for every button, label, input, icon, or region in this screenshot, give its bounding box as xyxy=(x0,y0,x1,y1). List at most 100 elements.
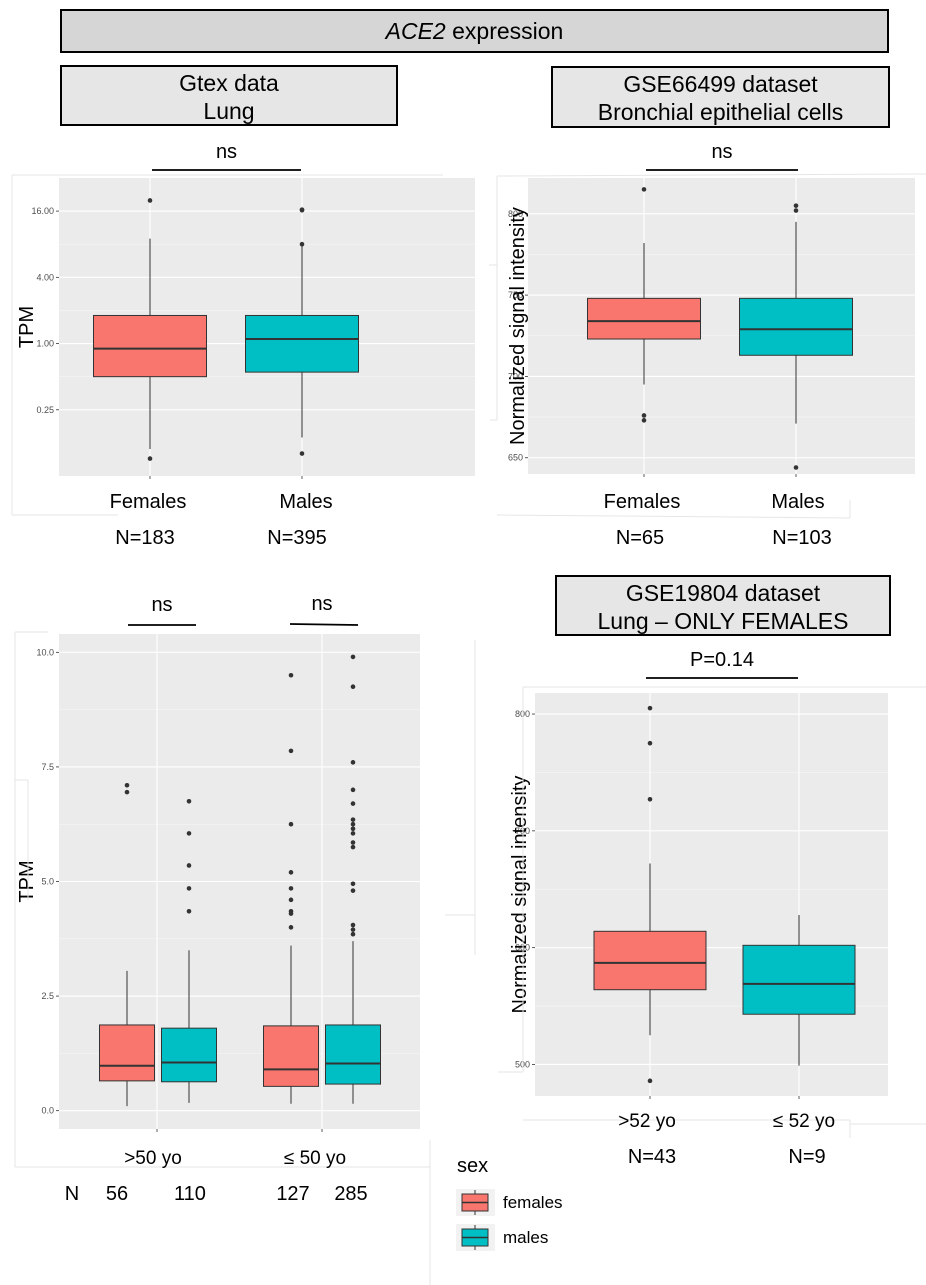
outlier-point xyxy=(641,418,647,423)
outlier-point xyxy=(647,705,653,711)
outlier-point xyxy=(647,796,653,802)
panel-a-header-line1: Gtex data xyxy=(179,70,279,96)
figure-title: ACE2 expression xyxy=(60,9,889,53)
outlier-point xyxy=(124,782,130,788)
outlier-point xyxy=(186,831,192,836)
n-label-c: 127 xyxy=(276,1183,309,1205)
outlier-point xyxy=(793,203,799,208)
n-label-under52: N=9 xyxy=(788,1146,825,1168)
title-rest: expression xyxy=(445,18,564,44)
y-tick-label: 700 xyxy=(515,826,530,836)
outlier-point xyxy=(350,684,356,690)
panel-d-header-line1: GSE19804 dataset xyxy=(625,580,821,606)
outlier-point xyxy=(350,787,356,793)
y-tick-label: 0.25 xyxy=(36,405,54,415)
outlier-point xyxy=(288,897,294,903)
sig-c1-label: ns xyxy=(151,594,172,616)
x-label-over50: >50 yo xyxy=(124,1148,182,1169)
n-label-c: 285 xyxy=(334,1183,367,1205)
outlier-point xyxy=(147,198,153,203)
outlier-point xyxy=(350,881,356,887)
outlier-point xyxy=(288,821,294,827)
outlier-point xyxy=(350,927,356,932)
y-tick-label: 2.5 xyxy=(41,991,54,1001)
outlier-point xyxy=(124,789,130,795)
box xyxy=(99,1024,155,1082)
n-label-males-b: N=103 xyxy=(772,527,832,549)
y-axis-label: TPM xyxy=(16,860,38,902)
box xyxy=(161,1027,217,1083)
y-tick-label: 700 xyxy=(508,371,523,381)
outlier-point xyxy=(299,451,305,456)
box xyxy=(593,930,707,991)
outlier-point xyxy=(186,908,192,914)
frame-line xyxy=(496,173,926,177)
outlier-point xyxy=(350,840,356,845)
y-tick-label: 5.0 xyxy=(41,877,54,887)
outlier-point xyxy=(350,654,356,660)
y-tick-label: 800 xyxy=(508,209,523,219)
box xyxy=(93,314,207,378)
outlier-point xyxy=(793,465,799,470)
panel-a-header: Gtex data Lung xyxy=(60,65,398,126)
box xyxy=(739,297,853,356)
y-tick-label: 750 xyxy=(508,290,523,300)
sig-a-label: ns xyxy=(216,141,237,163)
n-label-c: 110 xyxy=(174,1183,206,1205)
panel-a-header-line2: Lung xyxy=(203,98,255,124)
outlier-point xyxy=(186,863,192,868)
n-label-females-a: N=183 xyxy=(115,527,175,549)
outlier-point xyxy=(350,844,356,850)
outlier-point xyxy=(350,801,356,806)
x-label-males-b: Males xyxy=(771,491,824,513)
y-axis-label: Normalized signal intensity xyxy=(507,207,529,445)
sig-c2-label: ns xyxy=(311,593,332,615)
legend-label-females: females xyxy=(503,1193,563,1212)
panel-b-header-line2: Bronchial epithelial cells xyxy=(597,99,844,125)
y-tick-label: 500 xyxy=(515,1059,530,1069)
outlier-point xyxy=(288,748,294,754)
outlier-point xyxy=(299,241,305,247)
y-tick-label: 4.00 xyxy=(36,272,54,282)
n-prefix: N xyxy=(65,1183,79,1205)
outlier-point xyxy=(793,208,799,213)
outlier-point xyxy=(288,870,294,875)
panel-background xyxy=(528,178,915,474)
x-label-under52: ≤ 52 yo xyxy=(773,1111,835,1132)
box xyxy=(742,944,856,1015)
panel-d-header-line2: Lung – ONLY FEMALES xyxy=(597,608,849,634)
y-tick-label: 10.0 xyxy=(36,647,54,657)
outlier-point xyxy=(299,207,305,213)
n-label-females-b: N=65 xyxy=(616,527,664,549)
outlier-point xyxy=(647,1078,653,1084)
y-axis-label: Normalized signal intensity xyxy=(509,776,531,1014)
outlier-point xyxy=(288,911,294,916)
outlier-point xyxy=(641,413,647,418)
n-label-c: 56 xyxy=(106,1183,128,1205)
sig-d-label: P=0.14 xyxy=(690,649,754,671)
legend-label-males: males xyxy=(503,1228,548,1247)
title-italic: ACE2 xyxy=(385,18,446,44)
x-label-females-a: Females xyxy=(110,491,187,513)
n-label-over52: N=43 xyxy=(628,1146,676,1168)
y-tick-label: 650 xyxy=(508,453,523,463)
y-tick-label: 16.00 xyxy=(31,206,54,216)
y-tick-label: 600 xyxy=(515,943,530,953)
box xyxy=(587,297,701,340)
x-label-over52: >52 yo xyxy=(618,1111,676,1132)
outlier-point xyxy=(647,740,653,746)
outlier-point xyxy=(641,187,647,192)
outlier-point xyxy=(288,886,294,891)
box xyxy=(325,1024,381,1085)
outlier-point xyxy=(288,925,294,930)
panel-b-header: GSE66499 dataset Bronchial epithelial ce… xyxy=(551,66,890,128)
panel-background xyxy=(535,693,888,1096)
legend-title: sex xyxy=(457,1155,488,1177)
sig-b-label: ns xyxy=(711,141,732,163)
box xyxy=(263,1025,319,1087)
sig-c2-bar xyxy=(289,623,359,626)
x-label-females-b: Females xyxy=(604,491,681,513)
y-tick-label: 1.00 xyxy=(36,339,54,349)
outlier-point xyxy=(186,886,192,891)
